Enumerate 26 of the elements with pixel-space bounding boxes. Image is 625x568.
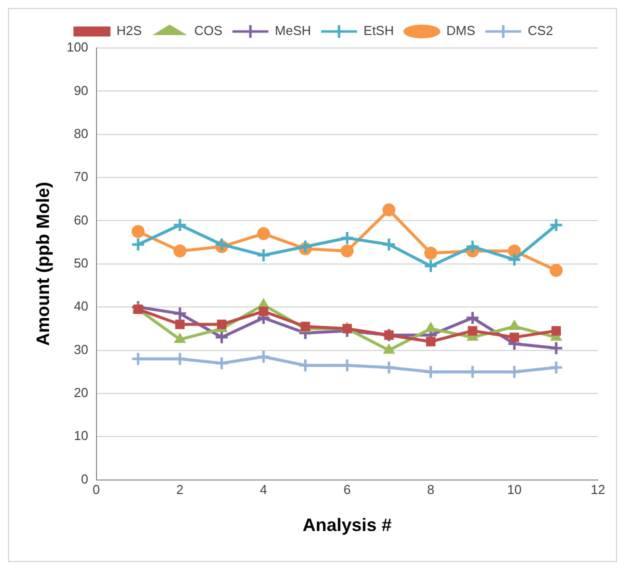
y-tick-label: 80 bbox=[74, 126, 88, 141]
legend-label: COS bbox=[194, 23, 223, 38]
y-tick-label: 40 bbox=[74, 298, 88, 314]
legend-label: H2S bbox=[116, 23, 142, 38]
y-tick-label: 50 bbox=[74, 255, 88, 270]
y-tick-label: 90 bbox=[74, 82, 88, 98]
x-tick-label: 2 bbox=[176, 482, 184, 498]
legend-label: DMS bbox=[446, 23, 476, 38]
x-tick-label: 0 bbox=[92, 482, 100, 498]
x-tick-label: 8 bbox=[427, 482, 434, 498]
y-tick-label: 20 bbox=[74, 385, 88, 400]
legend-label: EtSH bbox=[364, 23, 394, 38]
legend-label: CS2 bbox=[528, 23, 554, 38]
x-tick-label: 12 bbox=[590, 482, 606, 498]
y-tick-label: 0 bbox=[81, 471, 88, 486]
x-axis-title: Analysis # bbox=[302, 515, 392, 536]
legend-label: MeSH bbox=[274, 23, 312, 38]
y-tick-label: 100 bbox=[66, 40, 88, 55]
x-tick-label: 6 bbox=[344, 482, 351, 498]
x-tick-label: 4 bbox=[260, 482, 268, 498]
y-tick-label: 60 bbox=[74, 212, 88, 228]
y-tick-label: 10 bbox=[74, 428, 88, 444]
x-tick-label: 10 bbox=[507, 482, 522, 498]
y-tick-label: 70 bbox=[74, 169, 88, 184]
y-tick-label: 30 bbox=[74, 342, 88, 357]
y-axis-title: Amount (ppb Mole) bbox=[32, 182, 53, 346]
